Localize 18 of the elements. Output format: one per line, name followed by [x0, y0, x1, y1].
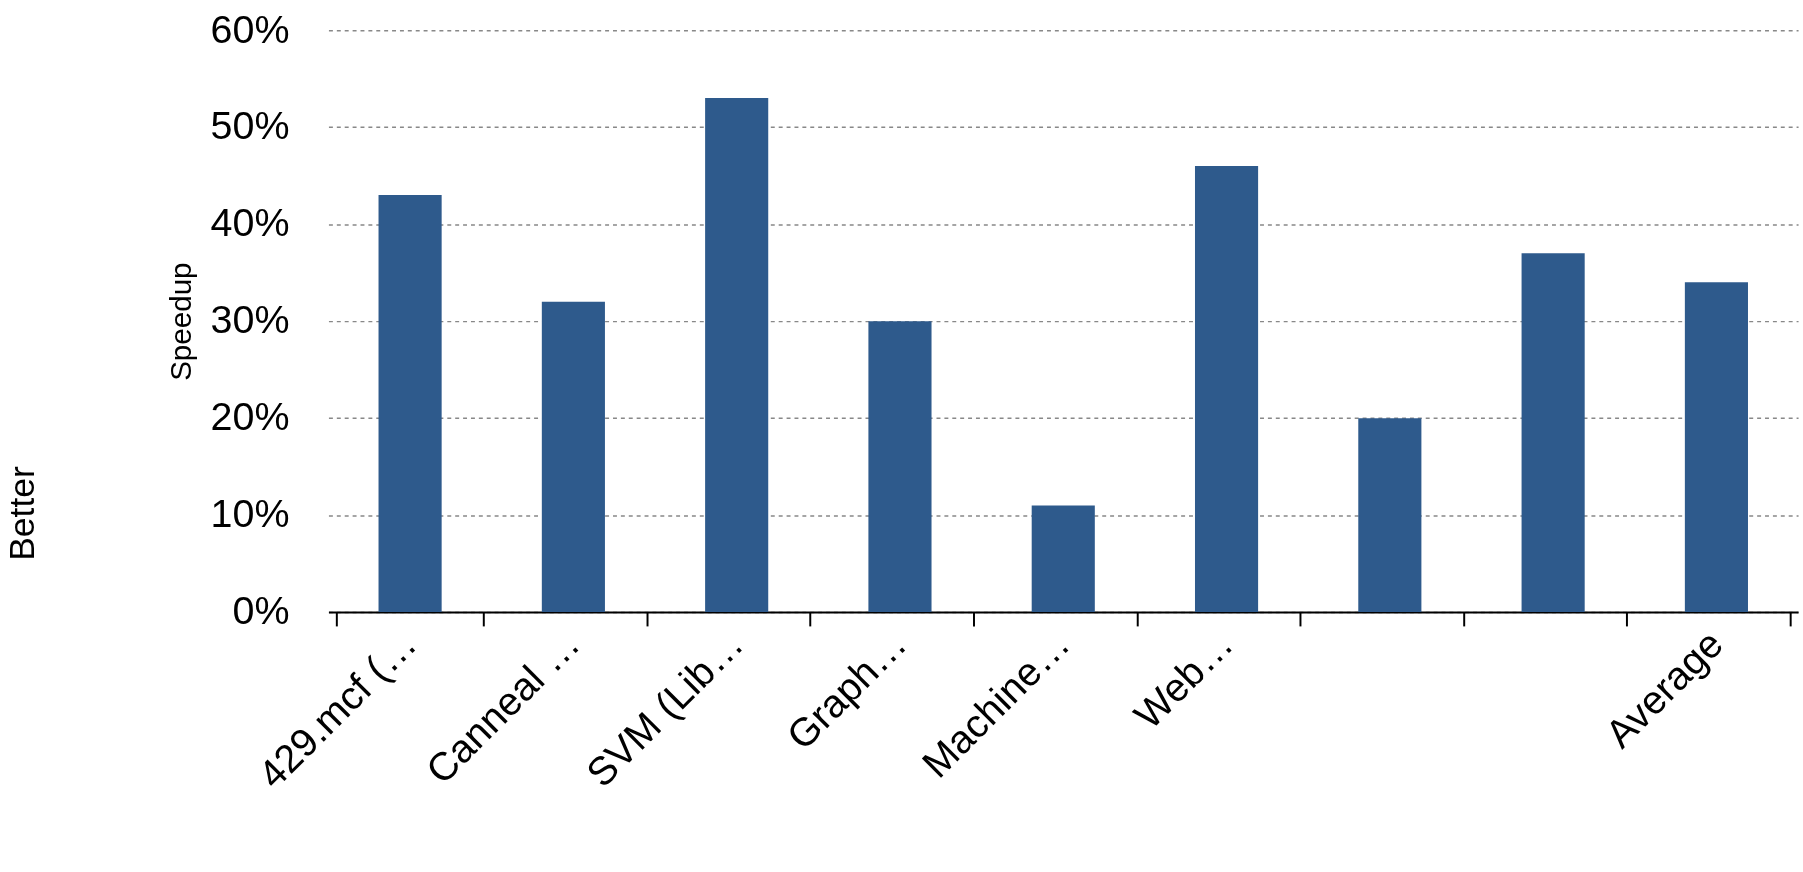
y-tick-label: 50% — [210, 103, 290, 148]
y-tick-label: 20% — [210, 394, 290, 439]
bar — [1358, 418, 1422, 613]
bar — [868, 321, 932, 613]
bar — [378, 195, 442, 613]
bar — [1684, 282, 1748, 613]
y-axis-title: Speedup — [163, 262, 197, 381]
bar — [1031, 505, 1095, 613]
text: Better — [1, 465, 42, 561]
bar — [1194, 165, 1259, 613]
y-tick-label: 40% — [210, 200, 290, 245]
y-tick-label: 10% — [210, 491, 290, 536]
bar — [1521, 253, 1585, 613]
bar — [705, 98, 769, 613]
y-tick-label: 0% — [232, 588, 290, 633]
bar — [541, 301, 605, 613]
y-tick-label: 30% — [210, 297, 290, 342]
y-tick-label: 60% — [210, 6, 290, 51]
